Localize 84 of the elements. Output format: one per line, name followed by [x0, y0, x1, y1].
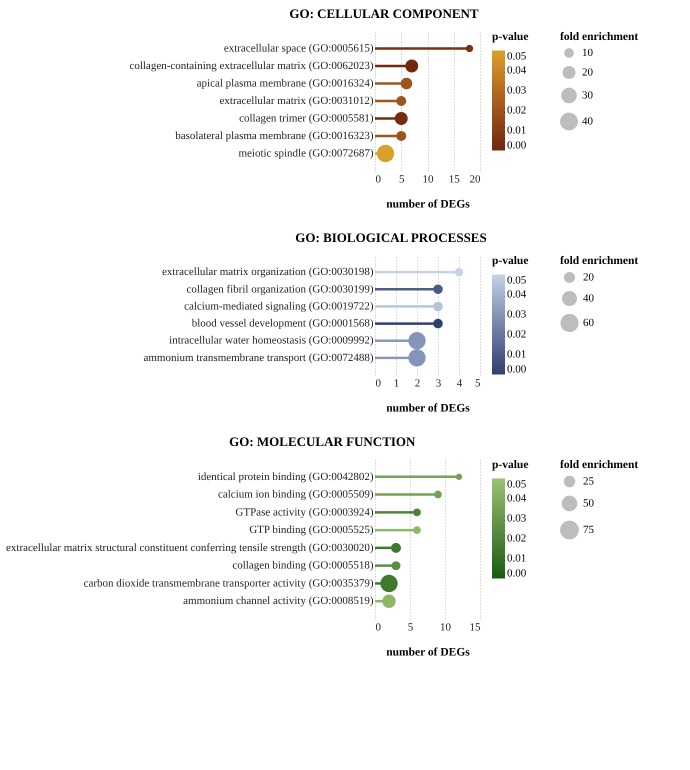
y-tick-label: calcium-mediated signaling (GO:0019722): [184, 300, 374, 312]
point: [391, 542, 401, 553]
x-tick-label: 4: [456, 378, 463, 390]
y-tick-label: identical protein binding (GO:0042802): [198, 470, 374, 483]
legend-label: 20: [583, 272, 594, 284]
color-bar-label: 0.05: [507, 274, 527, 286]
legend-label: 30: [582, 90, 594, 102]
point: [413, 508, 421, 516]
y-tick-label: ammonium transmembrane transport (GO:0072488): [143, 352, 374, 364]
y-tick-label: collagen-containing extracellular matrix (GO:0062023): [129, 60, 374, 72]
color-bar-label: 0.01: [507, 124, 526, 136]
y-tick-label: collagen trimer (GO:0005581): [239, 112, 374, 124]
chart-title: GO: BIOLOGICAL PROCESSES: [295, 230, 487, 245]
y-tick-label: extracellular matrix organization (GO:0030198): [162, 266, 374, 278]
x-tick-label: 5: [399, 174, 405, 186]
chart-title: GO: CELLULAR COMPONENT: [289, 6, 479, 21]
point: [394, 112, 408, 125]
y-tick-label: collagen fibril organization (GO:0030199): [186, 283, 374, 296]
point: [434, 490, 442, 498]
legend-label: 10: [582, 47, 594, 59]
y-tick-label: extracellular matrix structural constituent conferring tensile strength (GO:0030020): [6, 542, 374, 554]
y-tick-label: blood vessel development (GO:0001568): [192, 318, 374, 330]
color-bar-label: 0.02: [507, 328, 526, 340]
point: [400, 78, 412, 90]
x-tick-label: 0: [376, 622, 382, 634]
x-tick-label: 0: [376, 378, 382, 390]
y-tick-label: carbon dioxide transmembrane transporter activity (GO:0035379): [84, 577, 374, 590]
y-tick-label: GTPase activity (GO:0003924): [235, 506, 374, 518]
color-bar-label: 0.04: [507, 288, 527, 300]
x-tick-label: 10: [440, 622, 452, 634]
color-bar-title: p-value: [492, 459, 528, 471]
color-bar-label: 0.04: [507, 64, 527, 76]
legend-label: 60: [583, 317, 594, 329]
color-bar-label: 0.03: [507, 512, 527, 524]
legend-title: fold enrichment: [560, 255, 638, 267]
color-bar-title: p-value: [492, 31, 528, 43]
x-axis-title: number of DEGs: [386, 402, 470, 414]
x-tick-label: 10: [422, 174, 434, 186]
legend-label: 40: [582, 116, 594, 128]
color-bar-label: 0.05: [507, 478, 527, 490]
y-tick-label: apical plasma membrane (GO:0016324): [196, 78, 374, 90]
color-bar-label: 0.02: [507, 532, 526, 544]
x-tick-label: 20: [470, 174, 481, 186]
legend-label: 25: [583, 476, 594, 488]
x-tick-label: 3: [436, 378, 442, 390]
x-axis-title: number of DEGs: [386, 646, 470, 658]
x-tick-label: 1: [394, 378, 400, 390]
x-tick-label: 2: [414, 378, 420, 390]
color-bar-label: 0.02: [507, 104, 526, 116]
y-tick-label: GTP binding (GO:0005525): [249, 524, 374, 536]
legend-title: fold enrichment: [560, 31, 638, 43]
x-tick-label: 15: [470, 622, 481, 634]
color-bar-label: 0.03: [507, 84, 527, 96]
x-tick-label: 15: [448, 174, 460, 186]
point: [392, 561, 400, 570]
y-tick-label: calcium ion binding (GO:0005509): [218, 488, 374, 501]
color-bar-label: 0.00: [507, 140, 527, 152]
color-bar-label: 0.00: [507, 568, 527, 580]
y-tick-label: ammonium channel activity (GO:0008519): [183, 595, 374, 608]
color-bar-label: 0.03: [507, 308, 527, 320]
x-axis-title: number of DEGs: [386, 198, 470, 210]
legend-label: 40: [583, 292, 594, 304]
legend-label: 20: [582, 66, 594, 78]
y-tick-label: intracellular water homeostasis (GO:0009992): [169, 334, 374, 347]
y-tick-label: meiotic spindle (GO:0072687): [238, 148, 374, 160]
color-bar-label: 0.01: [507, 348, 526, 360]
color-bar-label: 0.01: [507, 552, 526, 564]
y-tick-label: basolateral plasma membrane (GO:0016323): [175, 130, 374, 142]
color-bar-label: 0.04: [507, 492, 527, 504]
y-tick-label: extracellular space (GO:0005615): [224, 42, 374, 54]
color-bar-title: p-value: [492, 255, 528, 267]
x-tick-label: 5: [475, 378, 481, 390]
point: [405, 60, 418, 72]
x-tick-label: 5: [408, 622, 414, 634]
color-bar-label: 0.05: [507, 50, 527, 62]
color-bar-label: 0.00: [507, 364, 527, 376]
legend-title: fold enrichment: [560, 459, 638, 471]
point: [413, 526, 421, 534]
legend-label: 75: [583, 524, 594, 536]
y-tick-label: collagen binding (GO:0005518): [232, 560, 374, 572]
legend-label: 50: [583, 498, 594, 510]
chart-title: GO: MOLECULAR FUNCTION: [229, 434, 416, 449]
x-tick-label: 0: [376, 174, 382, 186]
y-tick-label: extracellular matrix (GO:0031012): [220, 95, 374, 107]
